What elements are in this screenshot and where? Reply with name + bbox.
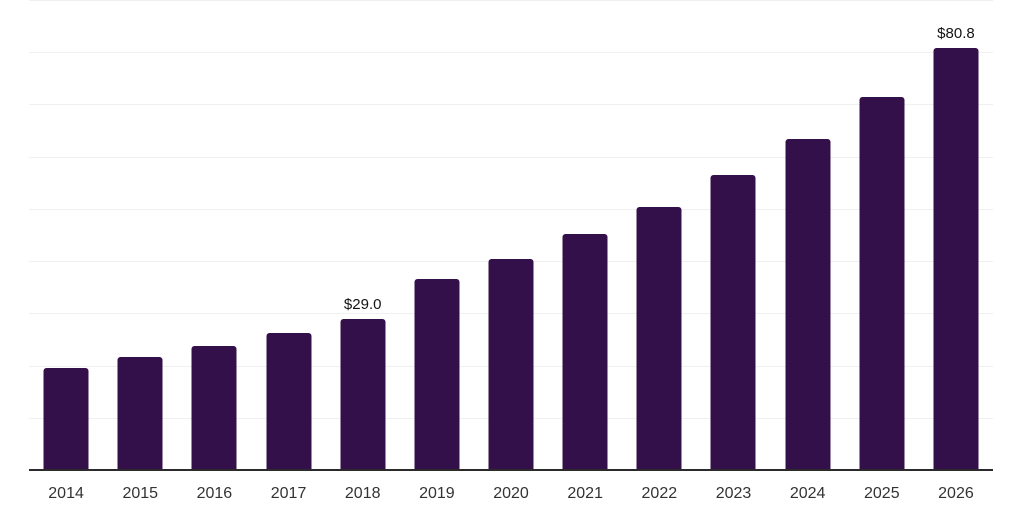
gridline-60 [29, 156, 993, 158]
bar-2018 [340, 318, 386, 470]
bar-group-2026: $80.8 2026 [919, 0, 993, 512]
x-tick-label-2017: 2017 [270, 485, 307, 502]
x-tick-label-2025: 2025 [864, 485, 900, 502]
bar-group-2021: 2021 [548, 0, 622, 512]
bar-group-2022: 2022 [622, 0, 696, 512]
bar-group-2017: 2017 [251, 0, 325, 512]
x-tick-label-2014: 2014 [48, 485, 84, 502]
x-tick-label-2020: 2020 [493, 485, 529, 502]
x-tick-label-2026: 2026 [938, 485, 974, 502]
bar-group-2019: 2019 [400, 0, 474, 512]
bar-group-2016: 2016 [177, 0, 251, 512]
x-tick-label-2021: 2021 [567, 485, 603, 502]
x-tick-label-2018: 2018 [344, 485, 381, 502]
bar-2020 [488, 258, 534, 470]
bar-group-2025: 2025 [845, 0, 919, 512]
x-axis-line [29, 469, 993, 471]
bar-2015 [117, 357, 163, 470]
bar-2014 [43, 368, 89, 470]
bar-2026 [933, 48, 979, 470]
bar-group-2018: $29.0 2018 [326, 0, 400, 512]
bar-2022 [636, 207, 682, 470]
gridline-70 [29, 104, 993, 106]
gridline-50 [29, 208, 993, 210]
bar-group-2015: 2015 [103, 0, 177, 512]
bar-2024 [785, 138, 831, 470]
bar-group-2014: 2014 [29, 0, 103, 512]
bar-2025 [859, 97, 905, 470]
bar-2023 [710, 174, 756, 470]
bar-value-label-2018: $29.0 [343, 295, 382, 313]
bar-2019 [414, 279, 460, 470]
x-tick-label-2016: 2016 [196, 485, 233, 502]
gridline-90 [29, 0, 993, 1]
x-tick-label-2024: 2024 [789, 485, 826, 502]
x-tick-label-2023: 2023 [715, 485, 752, 502]
x-tick-label-2019: 2019 [419, 485, 455, 502]
gridline-80 [29, 52, 993, 54]
x-tick-label-2015: 2015 [122, 485, 159, 502]
bar-value-label-2026: $80.8 [937, 25, 975, 43]
x-tick-label-2022: 2022 [641, 485, 678, 502]
bar-2016 [191, 345, 237, 470]
bar-group-2023: 2023 [696, 0, 770, 512]
bar-group-2020: 2020 [474, 0, 548, 512]
bar-2017 [266, 332, 312, 470]
bar-slots: 2014 2015 2016 2017 $29.0 2018 2019 2020 2021 202… [29, 0, 993, 512]
bar-2021 [562, 233, 608, 470]
bar-group-2024: 2024 [771, 0, 845, 512]
